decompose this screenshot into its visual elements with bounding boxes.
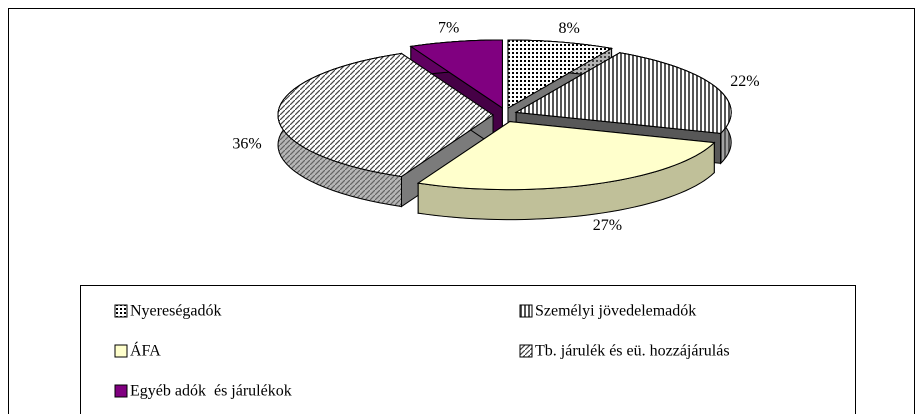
chart-border xyxy=(8,8,915,414)
legend-swatch xyxy=(519,344,533,358)
slice-top-pattern xyxy=(514,52,732,134)
legend-label: Tb. járulék és eü. hozzájárulás xyxy=(535,343,730,360)
legend-label: Nyereségadók xyxy=(130,303,222,320)
legend-box xyxy=(80,285,856,414)
slice-top-pattern xyxy=(507,39,614,109)
legend-swatch xyxy=(114,384,128,398)
legend-label: Személyi jövedelemadók xyxy=(535,303,696,320)
legend: Nyereségadók Személyi jövedelemadók ÁFA Tb.… xyxy=(114,303,730,400)
slice-top-pattern xyxy=(409,39,503,109)
legend-label: ÁFA xyxy=(130,341,161,360)
pie: 7% 8% 22% 36% 27% xyxy=(232,19,759,233)
data-label: 36% xyxy=(232,136,261,153)
pie-slice xyxy=(277,52,494,208)
data-label: 27% xyxy=(593,217,622,234)
legend-swatch xyxy=(519,304,533,318)
data-label: 8% xyxy=(558,20,579,37)
legend-swatch xyxy=(114,304,128,318)
pie-slice xyxy=(507,39,614,139)
data-label: 7% xyxy=(438,19,459,36)
legend-label: Egyéb adók és járulékok xyxy=(130,383,292,400)
data-label: 22% xyxy=(730,73,759,90)
pie-slice xyxy=(416,120,716,221)
legend-swatch xyxy=(114,344,128,358)
slice-top-pattern xyxy=(416,121,716,191)
pie-slice xyxy=(514,51,732,165)
slice-top-pattern xyxy=(277,52,494,178)
